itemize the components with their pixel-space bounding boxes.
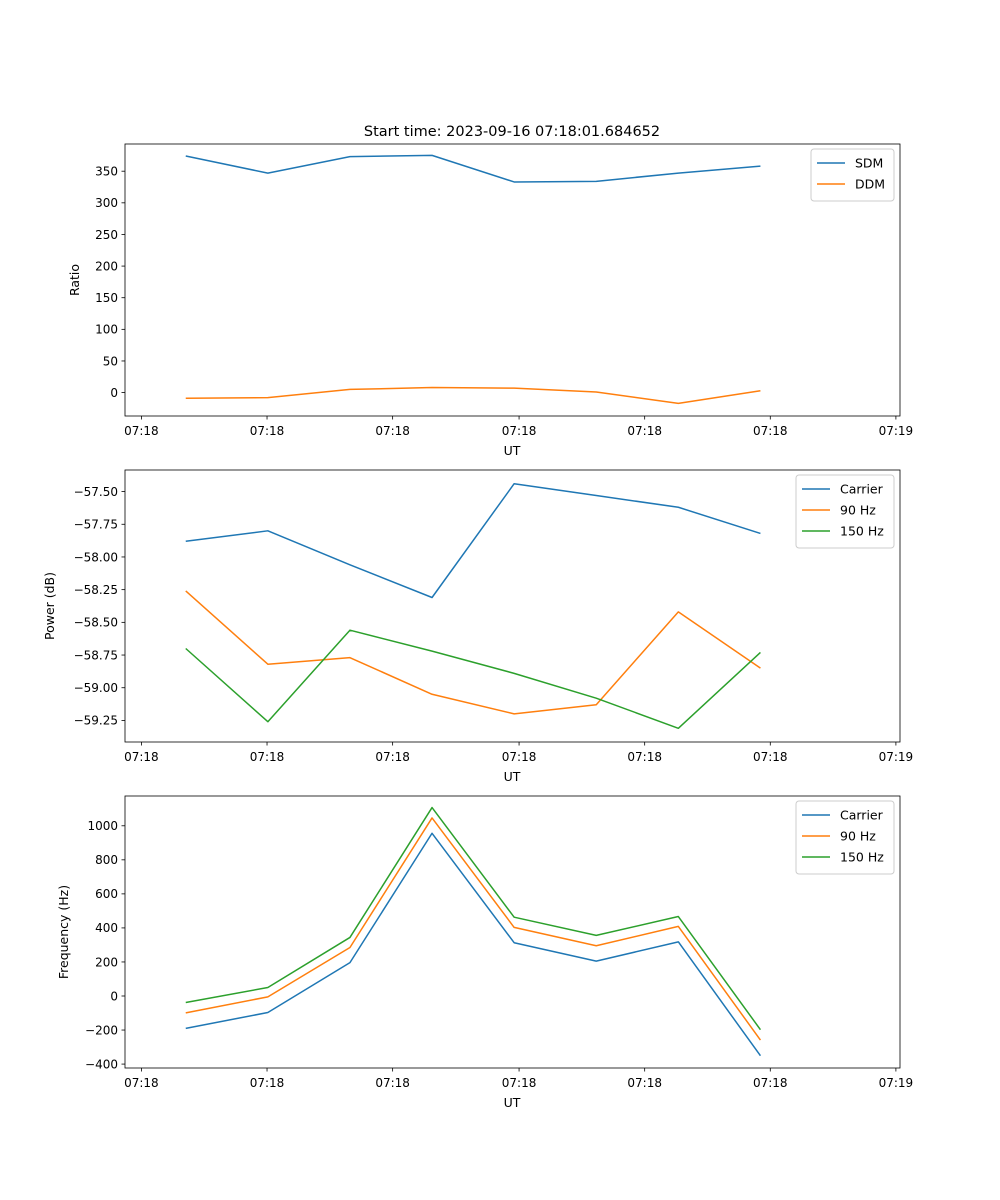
series-line-carrier	[185, 482, 761, 599]
series-line-ddm	[185, 386, 761, 405]
y-tick-label: 250	[95, 228, 118, 242]
legend-box	[795, 800, 895, 875]
chart-panel-2: 07:18 07:18 07:18 07:18 07:18 07:18 07:19 −57.5…	[42, 469, 914, 784]
y-tick-label: 150	[95, 291, 118, 305]
x-tick-label: 07:18	[627, 750, 662, 764]
x-tick-label: 07:18	[250, 750, 285, 764]
series-line-150-hz	[185, 806, 762, 1031]
series-line-150-hz	[185, 629, 761, 730]
axes-frame	[124, 143, 901, 417]
y-tick-label: −59.25	[74, 714, 118, 728]
y-tick-label: −58.75	[74, 648, 118, 662]
legend-label-carrier: Carrier	[840, 808, 884, 823]
y-tick-label: 400	[95, 921, 118, 935]
x-tick-label: 07:18	[502, 1076, 537, 1090]
figure-title: Start time: 2023-09-16 07:18:01.684652	[364, 124, 660, 140]
legend: SDM DDM	[810, 148, 895, 202]
axes-frame	[124, 469, 901, 743]
legend-label-90-hz: 90 Hz	[840, 829, 876, 844]
y-tick-label: 350	[95, 165, 118, 179]
x-tick-label: 07:18	[753, 424, 788, 438]
y-tick-label: −200	[85, 1023, 118, 1037]
x-tick-label: 07:18	[250, 1076, 285, 1090]
x-tick-label: 07:18	[627, 424, 662, 438]
y-tick-label: 200	[95, 259, 118, 273]
legend-label-ddm: DDM	[855, 177, 885, 192]
chart-panel-3: 07:18 07:18 07:18 07:18 07:18 07:18 07:19 −400 −…	[56, 795, 914, 1110]
y-tick-label: −59.00	[74, 681, 118, 695]
legend-label-carrier: Carrier	[840, 482, 884, 497]
legend-label-sdm: SDM	[855, 156, 883, 171]
legend-label-150-hz: 150 Hz	[840, 850, 884, 865]
x-tick-label: 07:18	[502, 750, 537, 764]
x-tick-label: 07:19	[879, 750, 914, 764]
x-tick-label: 07:18	[375, 750, 410, 764]
x-tick-label: 07:19	[879, 1076, 914, 1090]
x-tick-label: 07:18	[375, 424, 410, 438]
y-tick-label: −58.00	[74, 550, 118, 564]
x-tick-label: 07:18	[502, 424, 537, 438]
legend: Carrier 90 Hz 150 Hz	[795, 800, 895, 875]
y-tick-label: −58.50	[74, 616, 118, 630]
y-tick-label: −57.50	[74, 485, 118, 499]
x-axis-label: UT	[504, 769, 521, 784]
y-tick-label: 300	[95, 196, 118, 210]
series-line-sdm	[185, 154, 761, 183]
x-tick-label: 07:18	[124, 424, 159, 438]
legend: Carrier 90 Hz 150 Hz	[795, 474, 895, 549]
x-axis-label: UT	[504, 1095, 521, 1110]
y-axis-label: Power (dB)	[42, 572, 57, 640]
y-tick-label: 50	[103, 354, 118, 368]
x-tick-label: 07:19	[879, 424, 914, 438]
series-line-carrier	[185, 832, 762, 1057]
y-axis-label: Frequency (Hz)	[56, 885, 71, 979]
y-tick-label: 0	[110, 386, 118, 400]
y-tick-label: −57.75	[74, 518, 118, 532]
y-tick-label: 600	[95, 887, 118, 901]
y-tick-label: 0	[110, 989, 118, 1003]
legend-box	[810, 148, 895, 202]
x-tick-label: 07:18	[753, 1076, 788, 1090]
x-tick-label: 07:18	[753, 750, 788, 764]
axes-frame	[124, 795, 901, 1069]
y-tick-label: 800	[95, 853, 118, 867]
x-axis-label: UT	[504, 443, 521, 458]
y-tick-label: −58.25	[74, 583, 118, 597]
series-line-90-hz	[185, 590, 761, 715]
x-tick-label: 07:18	[375, 1076, 410, 1090]
series-line-90-hz	[185, 817, 762, 1041]
chart-panel-1: 07:18 07:18 07:18 07:18 07:18 07:18 07:19 0 50 10…	[67, 143, 914, 458]
x-tick-label: 07:18	[124, 1076, 159, 1090]
y-tick-label: −400	[85, 1057, 118, 1071]
y-tick-label: 1000	[87, 819, 118, 833]
legend-label-150-hz: 150 Hz	[840, 524, 884, 539]
y-axis-label: Ratio	[67, 264, 82, 296]
legend-box	[795, 474, 895, 549]
legend-label-90-hz: 90 Hz	[840, 503, 876, 518]
y-tick-label: 200	[95, 955, 118, 969]
x-tick-label: 07:18	[250, 424, 285, 438]
x-tick-label: 07:18	[124, 750, 159, 764]
x-tick-label: 07:18	[627, 1076, 662, 1090]
y-tick-label: 100	[95, 323, 118, 337]
